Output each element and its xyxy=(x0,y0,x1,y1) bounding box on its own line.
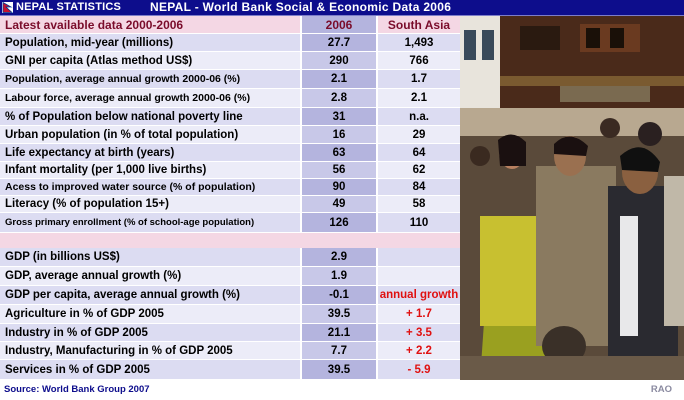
row-south-asia: 1.7 xyxy=(378,70,460,88)
table-row: Literacy (% of population 15+) 49 58 xyxy=(0,196,460,213)
row-value: 2.1 xyxy=(302,70,376,88)
page-title: NEPAL - World Bank Social & Economic Dat… xyxy=(150,0,452,14)
row-south-asia: 29 xyxy=(378,126,460,143)
table-row: Life expectancy at birth (years) 63 64 xyxy=(0,144,460,162)
table-row: GDP per capita, average annual growth (%… xyxy=(0,286,460,305)
row-south-asia: 766 xyxy=(378,52,460,69)
table-row: GDP (in billions US$) 2.9 xyxy=(0,248,460,267)
table-row: Labour force, average annual growth 2000… xyxy=(0,89,460,108)
row-growth: + 2.2 xyxy=(378,342,460,359)
table-row: Urban population (in % of total populati… xyxy=(0,126,460,144)
row-label: Population, average annual growth 2000-0… xyxy=(0,70,300,88)
row-value: 21.1 xyxy=(302,324,376,341)
author-credit: RAO xyxy=(650,384,672,395)
row-value: 63 xyxy=(302,144,376,161)
table-row: Population, mid-year (millions) 27.7 1,493 xyxy=(0,34,460,52)
street-crowd-photo xyxy=(460,16,684,380)
row-label: Acess to improved water source (% of pop… xyxy=(0,179,300,195)
row-value: 31 xyxy=(302,108,376,125)
row-label: Labour force, average annual growth 2000… xyxy=(0,89,300,107)
table-row: Gross primary enrollment (% of school-ag… xyxy=(0,213,460,233)
row-label: % of Population below national poverty l… xyxy=(0,108,300,125)
row-growth: annual growth xyxy=(378,286,460,304)
row-value: 39.5 xyxy=(302,305,376,323)
row-south-asia: n.a. xyxy=(378,108,460,125)
row-label: Infant mortality (per 1,000 live births) xyxy=(0,162,300,178)
table-row: GDP, average annual growth (%) 1.9 xyxy=(0,267,460,286)
row-value: 16 xyxy=(302,126,376,143)
row-label: Services in % of GDP 2005 xyxy=(0,360,300,379)
table-row: GNI per capita (Atlas method US$) 290 766 xyxy=(0,52,460,70)
row-value: 2.8 xyxy=(302,89,376,107)
table-row: Agriculture in % of GDP 2005 39.5 + 1.7 xyxy=(0,305,460,324)
table-row: Population, average annual growth 2000-0… xyxy=(0,70,460,89)
row-label: GDP per capita, average annual growth (%… xyxy=(0,286,300,304)
row-value: 90 xyxy=(302,179,376,195)
header-label: Latest available data 2000-2006 xyxy=(0,16,300,33)
table-row: Infant mortality (per 1,000 live births)… xyxy=(0,162,460,179)
row-south-asia: 62 xyxy=(378,162,460,178)
row-label: GDP (in billions US$) xyxy=(0,248,300,266)
row-south-asia: 1,493 xyxy=(378,34,460,51)
brand-label: NEPAL STATISTICS xyxy=(16,1,122,13)
row-label: Industry, Manufacturing in % of GDP 2005 xyxy=(0,342,300,359)
row-label: Life expectancy at birth (years) xyxy=(0,144,300,161)
title-bar: NEPAL STATISTICS NEPAL - World Bank Soci… xyxy=(0,0,684,16)
footer: Source: World Bank Group 2007 RAO xyxy=(0,381,684,400)
row-growth xyxy=(378,248,460,266)
table-row: Industry, Manufacturing in % of GDP 2005… xyxy=(0,342,460,360)
row-south-asia: 84 xyxy=(378,179,460,195)
row-south-asia: 2.1 xyxy=(378,89,460,107)
table-row: Services in % of GDP 2005 39.5- 5.9 xyxy=(0,360,460,380)
table-row: % of Population below national poverty l… xyxy=(0,108,460,126)
row-value: -0.1 xyxy=(302,286,376,304)
row-south-asia: 58 xyxy=(378,196,460,212)
row-value: 290 xyxy=(302,52,376,69)
table-row: Industry in % of GDP 2005 21.1 + 3.5 xyxy=(0,324,460,342)
row-growth xyxy=(378,267,460,285)
row-south-asia: 110 xyxy=(378,213,460,232)
row-value: 56 xyxy=(302,162,376,178)
row-value: 2.9 xyxy=(302,248,376,266)
row-growth: + 1.7 xyxy=(378,305,460,323)
row-label: GDP, average annual growth (%) xyxy=(0,267,300,285)
section-spacer xyxy=(0,233,460,248)
header-year: 2006 xyxy=(302,16,376,33)
row-growth: + 3.5 xyxy=(378,324,460,341)
row-label: Literacy (% of population 15+) xyxy=(0,196,300,212)
row-value: 1.9 xyxy=(302,267,376,285)
table-header: Latest available data 2000-2006 2006 Sou… xyxy=(0,16,460,34)
row-label: Population, mid-year (millions) xyxy=(0,34,300,51)
row-south-asia: 64 xyxy=(378,144,460,161)
row-growth: - 5.9 xyxy=(378,360,460,379)
row-value: 7.7 xyxy=(302,342,376,359)
row-label: Gross primary enrollment (% of school-ag… xyxy=(0,213,300,232)
row-value: 49 xyxy=(302,196,376,212)
source-note: Source: World Bank Group 2007 xyxy=(4,384,150,395)
table-row: Acess to improved water source (% of pop… xyxy=(0,179,460,196)
header-south-asia: South Asia xyxy=(378,16,460,33)
row-label: GNI per capita (Atlas method US$) xyxy=(0,52,300,69)
nepal-flag-icon xyxy=(2,2,13,13)
row-value: 126 xyxy=(302,213,376,232)
row-value: 27.7 xyxy=(302,34,376,51)
row-label: Urban population (in % of total populati… xyxy=(0,126,300,143)
row-label: Agriculture in % of GDP 2005 xyxy=(0,305,300,323)
row-label: Industry in % of GDP 2005 xyxy=(0,324,300,341)
row-value: 39.5 xyxy=(302,360,376,379)
